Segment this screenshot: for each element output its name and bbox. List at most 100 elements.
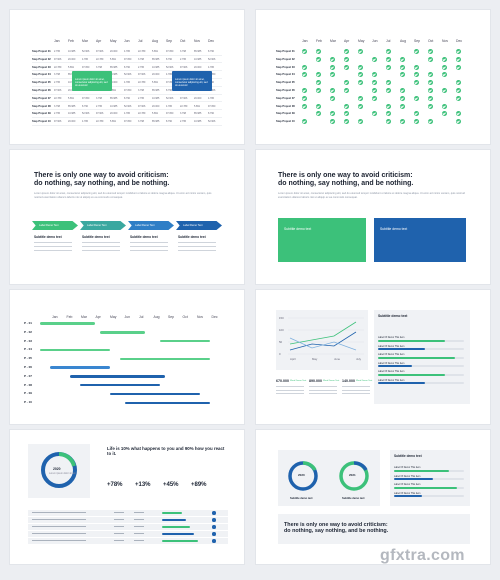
progress-fill xyxy=(378,365,413,368)
donut-pair xyxy=(288,461,369,491)
table-cell: 3.798 xyxy=(180,112,186,116)
row-text xyxy=(134,519,144,521)
check-icon xyxy=(316,88,321,93)
check-icon xyxy=(344,103,349,109)
progress-track xyxy=(378,365,464,368)
gantt-bar xyxy=(120,357,210,360)
row-text xyxy=(134,526,144,528)
stat-value: 890.000 xyxy=(309,379,322,383)
text-line xyxy=(178,250,216,252)
data-row xyxy=(28,531,228,537)
check-icon xyxy=(386,119,391,125)
check-icon xyxy=(372,80,377,86)
check-icon xyxy=(414,119,419,125)
text-line xyxy=(342,393,370,395)
table-cell: 22.789 xyxy=(54,96,62,100)
check-icon xyxy=(316,103,321,109)
gantt-label: P - 02 xyxy=(24,329,32,334)
column-header: Mar xyxy=(81,315,87,319)
table-cell: 22.789 xyxy=(138,81,146,85)
slide-donut[interactable]: 2020 Lorem ipsum dolor sit am Life is 10… xyxy=(10,430,244,564)
table-cell: 20.000 xyxy=(68,57,76,61)
table-cell: 85.985 xyxy=(110,65,118,69)
check-icon xyxy=(372,72,377,78)
table-cell: 5.891 xyxy=(110,120,116,124)
line-chart: 150 100 50 0 April May June July xyxy=(279,316,364,361)
table-cell: 52.906 xyxy=(208,57,216,61)
row-text xyxy=(134,533,144,535)
percent-value: +89% xyxy=(191,482,207,488)
check-icon xyxy=(456,111,461,117)
text-line xyxy=(309,389,337,391)
table-cell: 4.786 xyxy=(124,81,130,85)
progress-panel: Subtitle demo text Label Of Demo This it… xyxy=(374,310,470,404)
slide-table[interactable]: Jan Feb Mar Apr May Jun Jul Aug Sep Oct Nov Dec Step… xyxy=(10,10,244,144)
slide-line-chart[interactable]: 150 100 50 0 April May June July Subtitle demo … xyxy=(256,290,490,424)
slide-check-grid[interactable]: Jan Feb Mar Apr May Jun Jul Aug Sep Oct Nov Dec Step… xyxy=(256,10,490,144)
slide-two-cards[interactable]: There is only one way to avoid criticism… xyxy=(256,150,490,284)
row-label: Step Project 02 xyxy=(32,57,51,61)
slide-arrow-process[interactable]: There is only one way to avoid criticism… xyxy=(10,150,244,284)
gantt-bar xyxy=(40,322,95,325)
check-icon xyxy=(358,80,363,86)
table-cell: 97.906 xyxy=(180,96,188,100)
text-line xyxy=(342,389,370,391)
check-icon xyxy=(330,72,335,78)
column-header: Dec xyxy=(456,39,463,43)
text-line xyxy=(342,386,370,388)
column-header: Oct xyxy=(182,315,188,319)
check-icon xyxy=(386,111,391,117)
table-cell: 97.906 xyxy=(96,112,104,116)
row-divider xyxy=(32,62,222,63)
slide-heading: There is only one way to avoid criticism… xyxy=(34,172,170,187)
row-label: Step Project 02 xyxy=(276,57,295,61)
row-icon xyxy=(212,539,216,543)
table-cell: 3.798 xyxy=(180,50,186,53)
column-header: Mar xyxy=(330,39,336,43)
column-header: Nov xyxy=(442,39,449,43)
step-subtitle: Subtitle demo text xyxy=(82,235,110,239)
check-icon xyxy=(400,56,405,62)
table-cell: 3.798 xyxy=(96,96,102,100)
percent-value: +13% xyxy=(135,482,151,488)
check-icon xyxy=(372,56,377,62)
table-cell: 85.985 xyxy=(110,96,118,100)
slide-gantt[interactable]: Jan Feb Mar Apr May Jun Jul Aug Sep Oct Nov Dec P - … xyxy=(10,290,244,424)
column-header: Jan xyxy=(52,315,58,319)
x-tick: July xyxy=(356,357,362,361)
row-bar xyxy=(162,539,198,542)
check-icon xyxy=(358,64,363,70)
row-text xyxy=(114,540,124,542)
check-icon xyxy=(302,72,307,78)
table-cell: 85.985 xyxy=(68,73,75,76)
check-icon xyxy=(358,49,363,54)
table-cell: 97.050 xyxy=(166,81,174,85)
row-divider xyxy=(32,70,222,71)
table-cell: 2.795 xyxy=(54,112,60,116)
row-text xyxy=(32,526,86,528)
table-cell: 22.789 xyxy=(180,104,188,108)
check-icon xyxy=(302,88,307,93)
row-text xyxy=(114,526,124,528)
text-line xyxy=(309,393,337,395)
row-label: Step Project 07 xyxy=(276,96,295,100)
table-cell: 20.000 xyxy=(194,96,202,100)
progress-label: Label Of Demo This item xyxy=(378,361,405,365)
check-icon xyxy=(316,49,321,54)
table-cell: 5.891 xyxy=(68,96,74,100)
row-divider xyxy=(32,93,222,95)
check-icon xyxy=(456,95,461,101)
slide-two-donuts[interactable]: 2020 2021 Subtitle demo text Subtitle de… xyxy=(256,430,490,564)
table-cell: 22.789 xyxy=(138,112,146,116)
table-cell: 22.789 xyxy=(54,65,62,69)
step-subtitle: Subtitle demo text xyxy=(130,235,158,239)
row-label: Step Project 05 xyxy=(276,81,295,85)
table-cell: 52.906 xyxy=(124,73,132,77)
row-text xyxy=(114,519,124,521)
arrow-label: Label Demo Text xyxy=(87,224,107,227)
check-icon xyxy=(386,49,391,54)
check-icon xyxy=(358,72,363,78)
table-cell: 97.906 xyxy=(54,89,62,92)
check-icon xyxy=(302,95,307,101)
row-label: Step Project 10 xyxy=(276,120,295,124)
